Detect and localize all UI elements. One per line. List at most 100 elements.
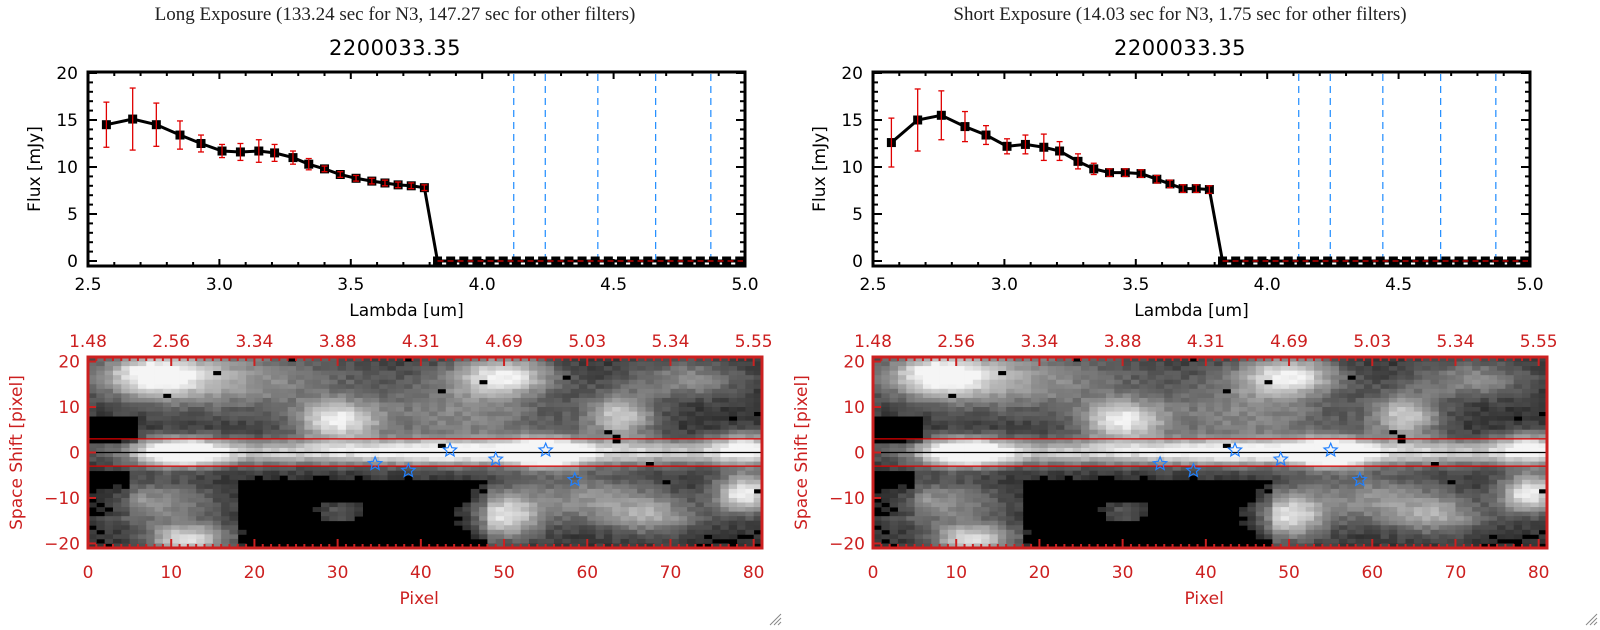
image-pixel (171, 370, 180, 376)
image-pixel (628, 479, 638, 485)
image-pixel (487, 507, 497, 513)
image-pixel (1230, 402, 1240, 408)
image-pixel (720, 493, 730, 499)
image-pixel (179, 416, 189, 422)
image-pixel (637, 470, 646, 476)
image-pixel (1305, 366, 1315, 372)
image-pixel (1230, 434, 1240, 440)
image-pixel (454, 475, 463, 481)
image-pixel (1081, 375, 1090, 381)
image-pixel (462, 411, 472, 417)
image-pixel (229, 507, 239, 513)
image-pixel (662, 538, 671, 544)
image-pixel (1272, 388, 1282, 394)
image-pixel (628, 429, 638, 435)
image-pixel (420, 411, 430, 417)
image-pixel (412, 375, 422, 381)
image-pixel (1139, 366, 1148, 372)
image-pixel (254, 416, 264, 422)
image-pixel (1255, 416, 1265, 422)
image-pixel (562, 370, 572, 376)
image-pixel (171, 438, 180, 444)
image-pixel (612, 543, 621, 549)
image-pixel (712, 384, 721, 390)
image-pixel (745, 411, 755, 417)
image-pixel (1280, 407, 1290, 412)
image-pixel (670, 461, 680, 467)
image-pixel (1172, 379, 1182, 385)
image-pixel (695, 393, 705, 399)
image-pixel (370, 366, 380, 372)
image-pixel (537, 357, 547, 362)
image-pixel (112, 461, 122, 467)
image-pixel (587, 534, 596, 540)
image-pixel (670, 420, 680, 426)
image-pixel (931, 393, 940, 399)
image-pixel (1505, 420, 1515, 426)
image-pixel (479, 388, 488, 394)
image-pixel (129, 447, 139, 453)
image-pixel (221, 420, 230, 426)
image-pixel (1538, 416, 1548, 422)
data-point (459, 256, 469, 266)
image-pixels (873, 357, 1548, 549)
image-pixel (1413, 434, 1423, 440)
image-pixel (703, 466, 713, 472)
image-pixel (529, 357, 538, 362)
image-pixel (187, 479, 197, 485)
image-pixel (1405, 411, 1415, 417)
image-pixel (379, 434, 388, 440)
image-pixel (121, 452, 130, 458)
image-pixel (570, 452, 580, 458)
image-pixel (196, 366, 205, 372)
image-pixel (179, 470, 189, 476)
image-pixel (129, 488, 139, 494)
image-pixel (204, 457, 214, 462)
image-pixel (304, 375, 314, 381)
image-pixel (495, 434, 505, 440)
image-pixel (587, 361, 596, 367)
image-pixel (212, 402, 222, 408)
image-pixel (320, 429, 330, 435)
image-pixel (1205, 434, 1215, 440)
image-pixel (562, 511, 572, 517)
image-pixel (628, 502, 638, 508)
image-pixel (212, 497, 222, 503)
image-pixel (479, 429, 488, 435)
image-pixel (520, 425, 530, 431)
image-pixel (1172, 357, 1182, 362)
image-pixel (1022, 384, 1032, 390)
image-pixel (495, 452, 505, 458)
image-pixel (520, 479, 530, 485)
image-pixel (1272, 425, 1282, 431)
image-pixel (495, 484, 505, 490)
image-pixel (262, 361, 272, 367)
image-pixel (1064, 411, 1074, 417)
image-pixel (154, 516, 164, 522)
image-pixel (129, 493, 139, 499)
image-pixel (304, 370, 314, 376)
image-pixel (712, 516, 721, 522)
image-pixel (212, 393, 222, 399)
image-pixel (1272, 370, 1282, 376)
image-pixel (445, 475, 455, 481)
image-pixel (1189, 434, 1198, 440)
image-pixel (1405, 379, 1415, 385)
image-pixel (1305, 402, 1315, 408)
image-pixel (1422, 393, 1431, 399)
image-pixel (279, 466, 289, 472)
image-pixel (1380, 407, 1390, 412)
image-pixel (972, 397, 982, 403)
image-pixel (873, 397, 882, 403)
image-pixel (337, 407, 347, 412)
image-pixel (745, 443, 755, 449)
image-pixel (379, 407, 388, 412)
image-pixel (662, 420, 671, 426)
image-pixel (1064, 370, 1074, 376)
image-pixel (1447, 429, 1456, 435)
image-pixel (404, 388, 413, 394)
image-pixel (121, 407, 130, 412)
image-pixel (512, 529, 522, 535)
image-pixel (537, 461, 547, 467)
image-pixel (562, 411, 572, 417)
